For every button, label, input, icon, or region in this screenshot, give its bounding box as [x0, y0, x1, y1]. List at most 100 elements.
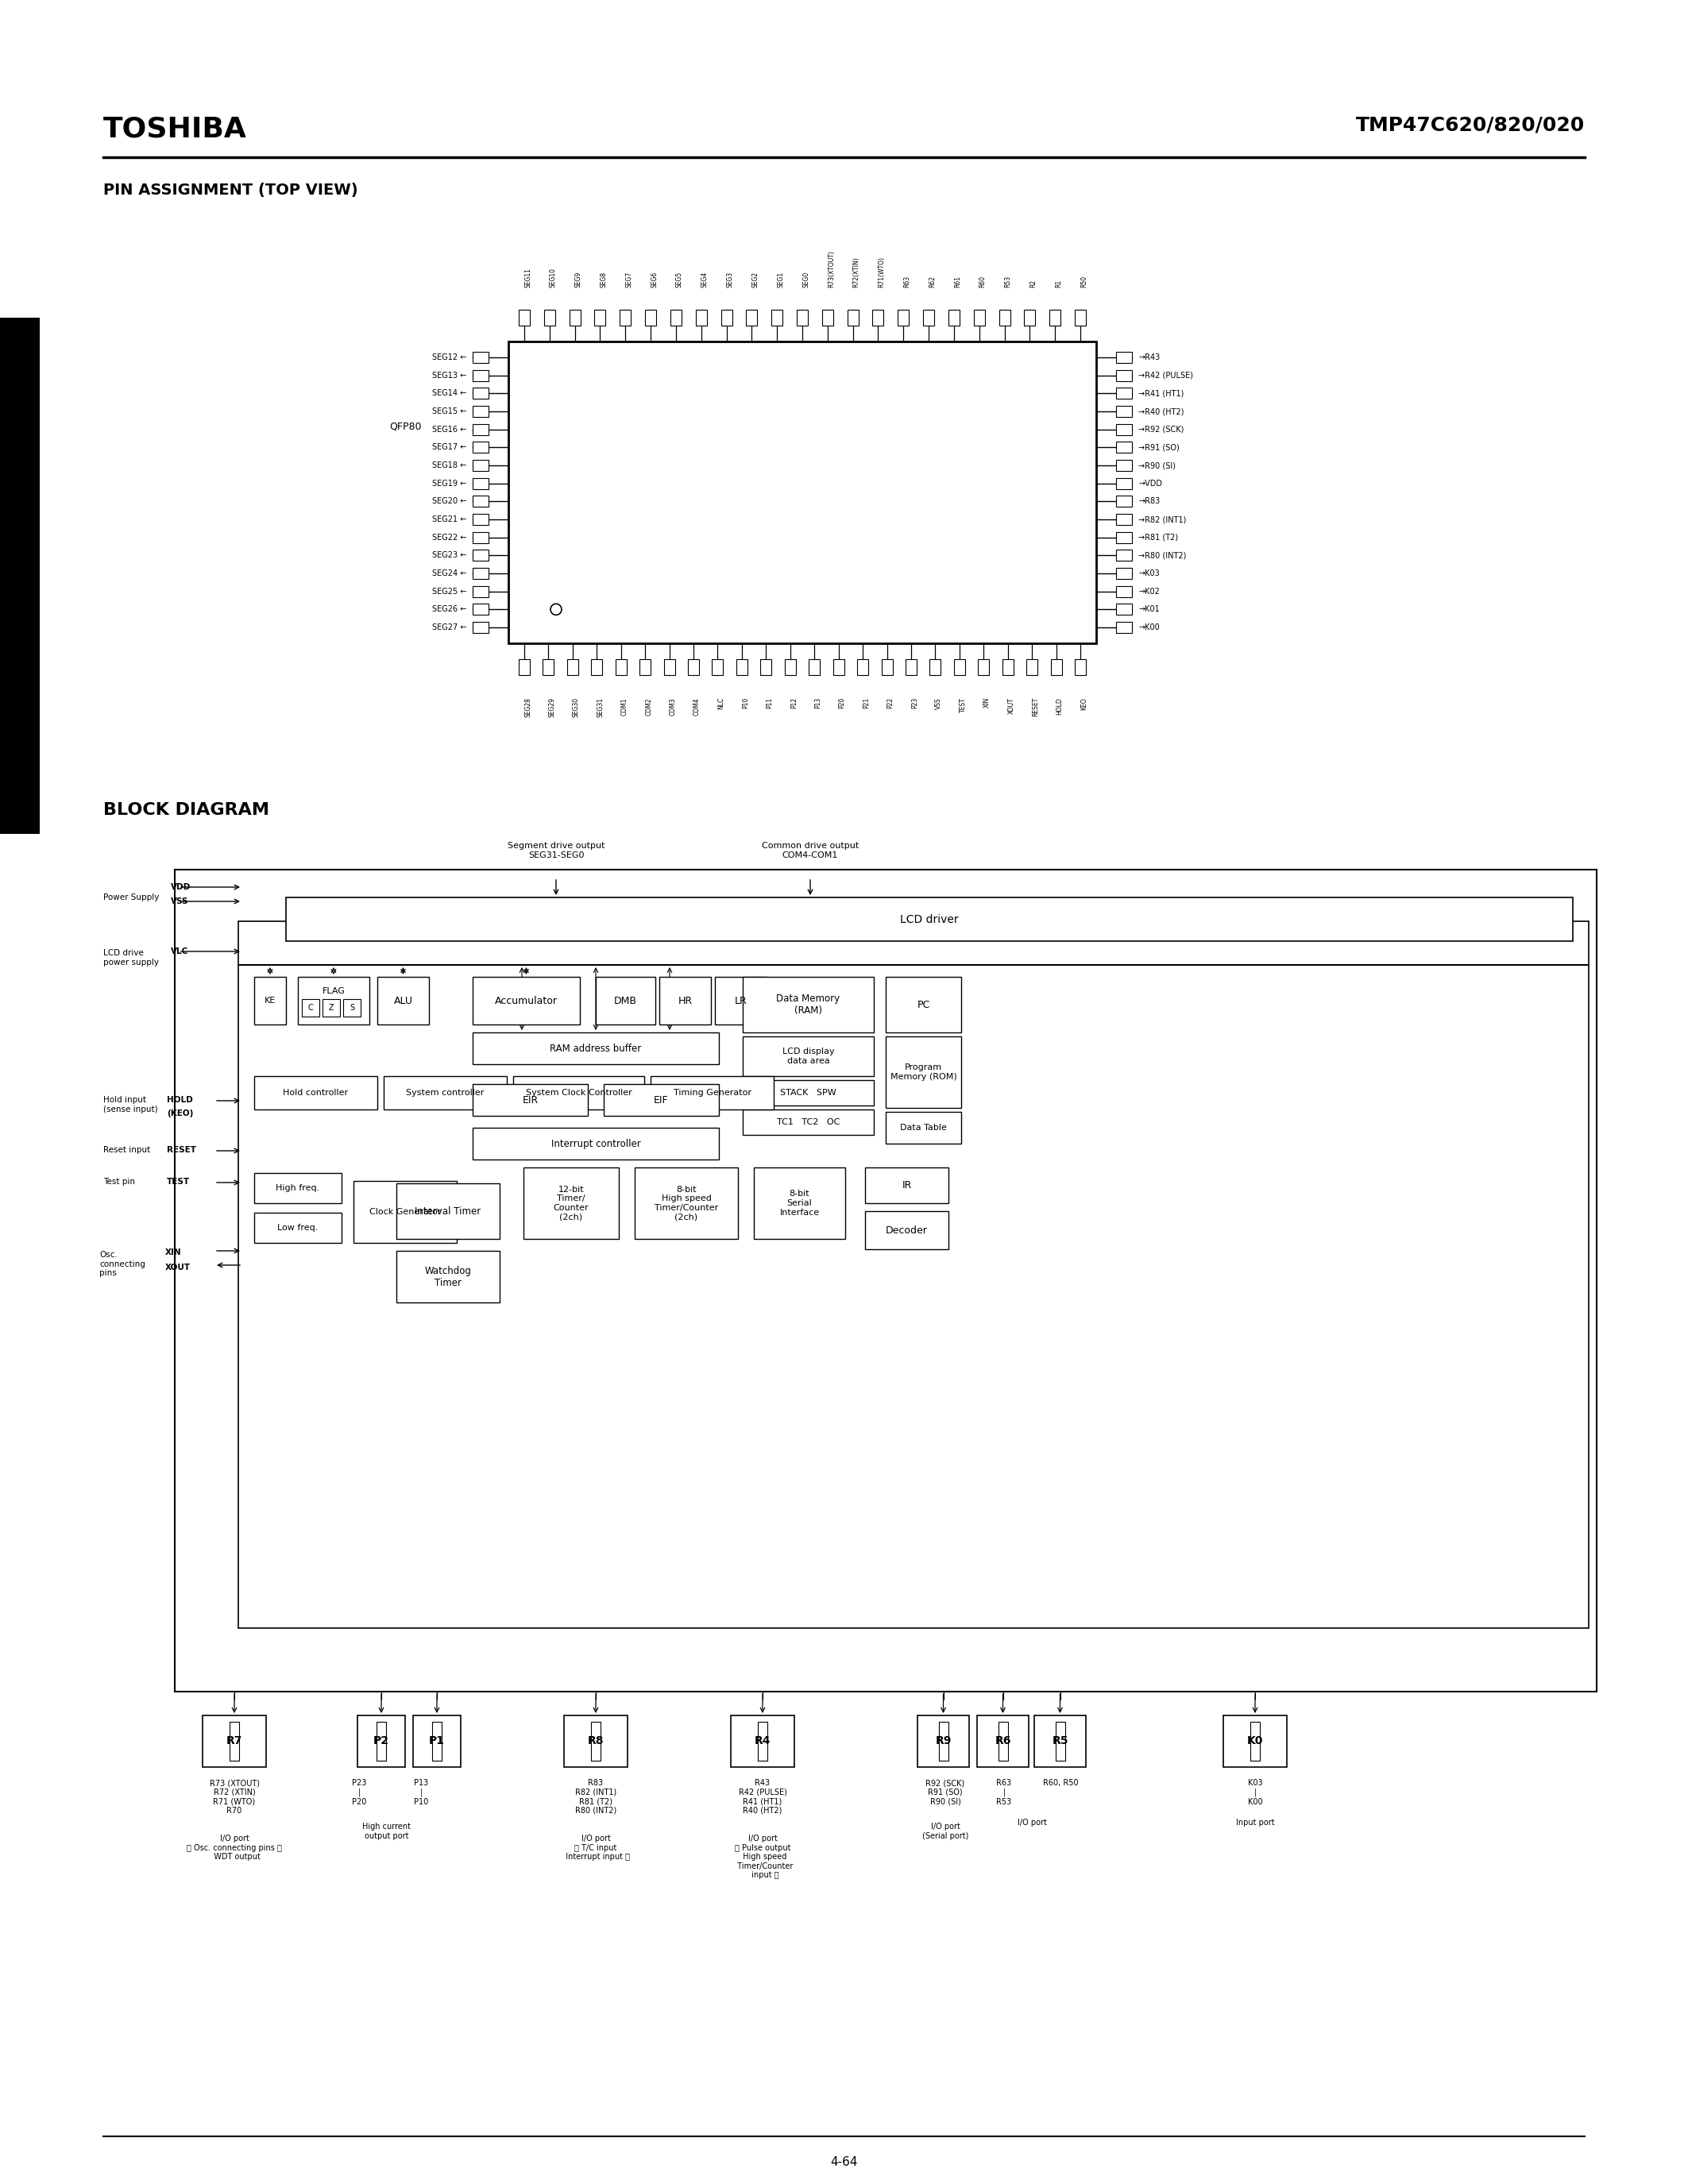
- Text: →R40 (HT2): →R40 (HT2): [1138, 408, 1183, 415]
- Text: Osc.
connecting
pins: Osc. connecting pins: [100, 1251, 145, 1278]
- Text: 76: 76: [518, 553, 527, 559]
- Text: 52: 52: [824, 352, 832, 360]
- Text: 22: 22: [1028, 627, 1036, 633]
- Bar: [930, 660, 940, 675]
- Text: 17: 17: [906, 627, 915, 633]
- Text: TEST: TEST: [167, 1177, 191, 1186]
- Text: RESET: RESET: [167, 1147, 196, 1153]
- Text: 12: 12: [787, 627, 793, 633]
- Text: R2: R2: [1030, 280, 1036, 288]
- Bar: [518, 310, 530, 325]
- Bar: [822, 310, 834, 325]
- Text: SEG31: SEG31: [598, 697, 604, 716]
- Bar: [518, 660, 530, 675]
- Bar: [864, 1168, 949, 1203]
- Bar: [473, 424, 488, 435]
- Bar: [1116, 622, 1133, 633]
- Text: R71(WTO): R71(WTO): [878, 256, 885, 288]
- Text: 63: 63: [545, 352, 554, 360]
- Text: R63
|
R53: R63 | R53: [996, 1780, 1011, 1806]
- Text: 28: 28: [1077, 570, 1087, 577]
- Text: 78: 78: [518, 587, 527, 594]
- Text: →R42 (PULSE): →R42 (PULSE): [1138, 371, 1193, 380]
- Text: COM3: COM3: [670, 697, 677, 716]
- Bar: [761, 660, 771, 675]
- Text: 32: 32: [1077, 498, 1087, 505]
- Text: 65: 65: [518, 354, 527, 360]
- Text: (KEO): (KEO): [167, 1109, 194, 1118]
- Text: Timing Generator: Timing Generator: [674, 1090, 751, 1096]
- Text: KEO: KEO: [1080, 697, 1087, 710]
- Text: SEG15 ←: SEG15 ←: [432, 408, 466, 415]
- Bar: [594, 310, 606, 325]
- Bar: [977, 1714, 1028, 1767]
- Text: R72(XTIN): R72(XTIN): [852, 258, 859, 288]
- Bar: [1116, 478, 1133, 489]
- Text: R60, R50: R60, R50: [1043, 1780, 1079, 1787]
- Text: 33: 33: [1077, 480, 1087, 487]
- Bar: [645, 310, 657, 325]
- Text: 60: 60: [621, 352, 630, 360]
- Text: SEG29: SEG29: [549, 697, 555, 716]
- Bar: [650, 1077, 773, 1109]
- Text: 4-64: 4-64: [830, 2156, 858, 2169]
- Text: SEG1: SEG1: [776, 271, 785, 288]
- Text: R8: R8: [587, 1736, 604, 1747]
- Bar: [176, 869, 1597, 1693]
- Text: 8: 8: [692, 627, 695, 633]
- Text: SEG0: SEG0: [802, 271, 810, 288]
- Bar: [473, 1127, 719, 1160]
- Text: HR: HR: [679, 996, 692, 1007]
- Text: 66: 66: [518, 371, 527, 380]
- Bar: [1026, 660, 1038, 675]
- Bar: [755, 1168, 846, 1238]
- Bar: [923, 310, 933, 325]
- Bar: [847, 310, 859, 325]
- Text: 59: 59: [647, 352, 655, 360]
- Text: →K01: →K01: [1138, 605, 1160, 614]
- Bar: [1116, 406, 1133, 417]
- Text: 9: 9: [716, 627, 719, 633]
- Text: SEG18 ←: SEG18 ←: [432, 461, 466, 470]
- Text: NLC: NLC: [717, 697, 724, 710]
- Bar: [670, 310, 682, 325]
- Text: P20: P20: [839, 697, 846, 708]
- Text: SEG25 ←: SEG25 ←: [432, 587, 466, 596]
- Text: P13: P13: [814, 697, 822, 708]
- Text: COM2: COM2: [645, 697, 652, 714]
- Bar: [1116, 352, 1133, 363]
- Text: R62: R62: [928, 275, 935, 288]
- Bar: [663, 660, 675, 675]
- Bar: [1116, 389, 1133, 400]
- Text: 64: 64: [520, 352, 528, 360]
- Bar: [604, 1083, 719, 1116]
- Bar: [322, 998, 339, 1016]
- Text: SEG7: SEG7: [625, 271, 633, 288]
- Text: SEG2: SEG2: [751, 271, 760, 288]
- Bar: [591, 660, 603, 675]
- Text: Interrupt controller: Interrupt controller: [550, 1138, 640, 1149]
- Text: 80: 80: [518, 625, 527, 631]
- Text: →R43: →R43: [1138, 354, 1160, 360]
- Bar: [886, 1112, 960, 1144]
- Text: I/O port
〈 T/C input
  Interrupt input 〉: I/O port 〈 T/C input Interrupt input 〉: [560, 1835, 630, 1861]
- Text: SEG20 ←: SEG20 ←: [432, 498, 466, 505]
- Bar: [1116, 513, 1133, 524]
- Text: 47: 47: [950, 352, 957, 360]
- Text: 6: 6: [643, 627, 647, 633]
- Text: 1: 1: [522, 627, 527, 633]
- Text: LCD drive
power supply: LCD drive power supply: [103, 950, 159, 965]
- Bar: [771, 310, 783, 325]
- Text: Decoder: Decoder: [886, 1225, 928, 1236]
- Bar: [858, 660, 868, 675]
- Text: FLAG: FLAG: [322, 987, 344, 996]
- Text: 20: 20: [979, 627, 987, 633]
- Bar: [473, 369, 488, 380]
- Text: 73: 73: [518, 498, 527, 505]
- Bar: [1116, 533, 1133, 544]
- Text: 21: 21: [1004, 627, 1011, 633]
- Text: Reset input: Reset input: [103, 1147, 150, 1153]
- Text: 68: 68: [518, 408, 527, 415]
- Text: VSS: VSS: [170, 898, 189, 906]
- Bar: [743, 976, 874, 1033]
